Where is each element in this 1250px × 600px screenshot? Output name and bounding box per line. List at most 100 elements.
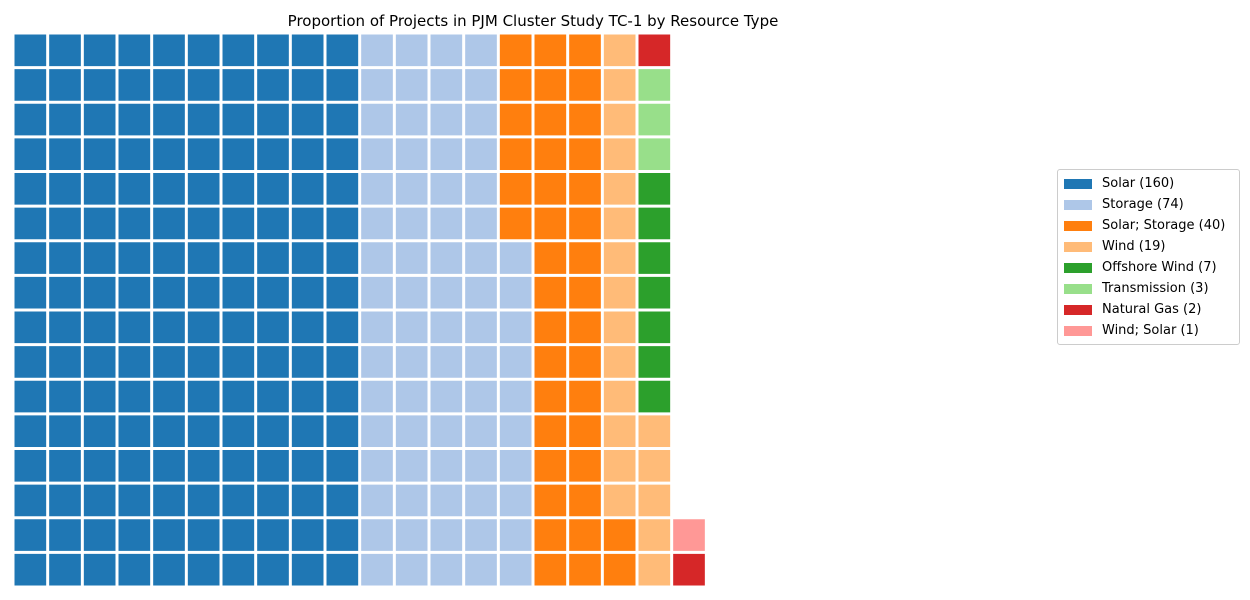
waffle-cell-wind — [603, 173, 636, 205]
waffle-cell-solar — [83, 242, 116, 274]
waffle-cell-solar — [291, 69, 324, 101]
waffle-cell-solar — [118, 346, 151, 378]
waffle-cell-solar — [14, 276, 47, 309]
legend-label-storage: Storage (74) — [1102, 197, 1184, 212]
waffle-cell-solar — [14, 311, 47, 344]
waffle-cell-solar-storage — [569, 415, 601, 448]
legend-label-natural-gas: Natural Gas (2) — [1102, 302, 1202, 317]
legend: Solar (160) Storage (74) Solar; Storage … — [1057, 169, 1240, 345]
waffle-cell-solar — [222, 415, 255, 448]
waffle-cell-solar — [153, 484, 185, 517]
waffle-cell-solar — [222, 380, 255, 413]
waffle-cell-solar — [14, 553, 47, 586]
waffle-cell-solar — [257, 450, 289, 482]
waffle-cell-solar — [187, 484, 220, 517]
legend-swatch-solar — [1064, 178, 1092, 189]
waffle-cell-solar — [326, 519, 359, 551]
waffle-cell-storage — [465, 242, 497, 274]
waffle-cell-offshore-wind — [638, 346, 671, 378]
waffle-cell-solar — [153, 553, 185, 586]
waffle-cell-solar — [83, 380, 116, 413]
waffle-cell-solar — [291, 519, 324, 551]
waffle-cell-solar — [187, 207, 220, 240]
waffle-cell-storage — [465, 380, 497, 413]
waffle-cell-solar — [291, 242, 324, 274]
waffle-cell-wind — [638, 484, 671, 517]
waffle-cell-storage — [395, 138, 428, 171]
waffle-cell-solar — [14, 69, 47, 101]
waffle-cell-solar — [257, 484, 289, 517]
waffle-cell-storage — [395, 173, 428, 205]
waffle-cell-solar — [14, 450, 47, 482]
waffle-cell-solar — [14, 242, 47, 274]
legend-item-wind-solar: Wind; Solar (1) — [1064, 320, 1233, 341]
waffle-cell-solar — [291, 34, 324, 67]
waffle-cell-solar — [187, 450, 220, 482]
waffle-cell-storage — [395, 69, 428, 101]
waffle-cell-storage — [395, 553, 428, 586]
waffle-cell-solar-storage — [569, 69, 601, 101]
waffle-cell-storage — [395, 519, 428, 551]
waffle-cell-solar — [118, 103, 151, 136]
waffle-cell-storage — [361, 103, 393, 136]
waffle-cell-solar — [83, 450, 116, 482]
waffle-cell-solar — [222, 138, 255, 171]
waffle-cell-storage — [465, 276, 497, 309]
waffle-cell-solar — [291, 450, 324, 482]
legend-label-wind: Wind (19) — [1102, 239, 1166, 254]
waffle-cell-solar — [257, 173, 289, 205]
waffle-cell-solar — [187, 69, 220, 101]
waffle-cell-storage — [361, 311, 393, 344]
waffle-cell-solar — [49, 519, 81, 551]
legend-item-natural-gas: Natural Gas (2) — [1064, 299, 1233, 320]
waffle-cell-storage — [361, 380, 393, 413]
waffle-cell-solar — [257, 138, 289, 171]
waffle-cell-solar — [153, 346, 185, 378]
waffle-cell-solar-storage — [534, 415, 567, 448]
waffle-cell-solar — [49, 380, 81, 413]
waffle-cell-solar — [326, 242, 359, 274]
waffle-cell-storage — [430, 103, 463, 136]
waffle-cell-solar — [118, 450, 151, 482]
waffle-cell-solar — [187, 138, 220, 171]
waffle-cell-solar — [187, 380, 220, 413]
waffle-cell-solar — [153, 207, 185, 240]
waffle-cell-solar — [222, 276, 255, 309]
waffle-cell-storage — [430, 173, 463, 205]
waffle-cell-solar — [83, 276, 116, 309]
waffle-cell-transmission — [638, 69, 671, 101]
waffle-cell-storage — [395, 242, 428, 274]
waffle-cell-solar — [118, 276, 151, 309]
waffle-cell-storage — [465, 103, 497, 136]
legend-label-offshore-wind: Offshore Wind (7) — [1102, 260, 1217, 275]
waffle-cell-solar — [187, 276, 220, 309]
waffle-cell-wind — [638, 415, 671, 448]
waffle-cell-storage — [499, 415, 532, 448]
waffle-cell-solar — [49, 207, 81, 240]
waffle-cell-solar — [222, 311, 255, 344]
waffle-cell-solar — [187, 173, 220, 205]
waffle-cell-storage — [465, 484, 497, 517]
waffle-cell-solar — [153, 415, 185, 448]
waffle-cell-solar — [14, 34, 47, 67]
legend-item-transmission: Transmission (3) — [1064, 278, 1233, 299]
waffle-cell-wind — [603, 484, 636, 517]
waffle-cell-solar-storage — [569, 34, 601, 67]
waffle-cell-solar-storage — [534, 173, 567, 205]
waffle-cell-wind — [603, 207, 636, 240]
waffle-cell-wind — [638, 450, 671, 482]
waffle-cell-solar-storage — [499, 34, 532, 67]
waffle-cell-storage — [395, 103, 428, 136]
waffle-cell-solar — [118, 207, 151, 240]
waffle-cell-wind — [603, 34, 636, 67]
waffle-cell-storage — [465, 173, 497, 205]
waffle-cell-solar — [118, 380, 151, 413]
waffle-cell-solar-storage — [534, 138, 567, 171]
waffle-cell-solar — [83, 138, 116, 171]
waffle-cell-solar — [326, 380, 359, 413]
waffle-cell-offshore-wind — [638, 207, 671, 240]
waffle-cell-storage — [465, 311, 497, 344]
waffle-cell-storage — [499, 276, 532, 309]
legend-item-storage: Storage (74) — [1064, 194, 1233, 215]
waffle-cell-solar-storage — [499, 69, 532, 101]
